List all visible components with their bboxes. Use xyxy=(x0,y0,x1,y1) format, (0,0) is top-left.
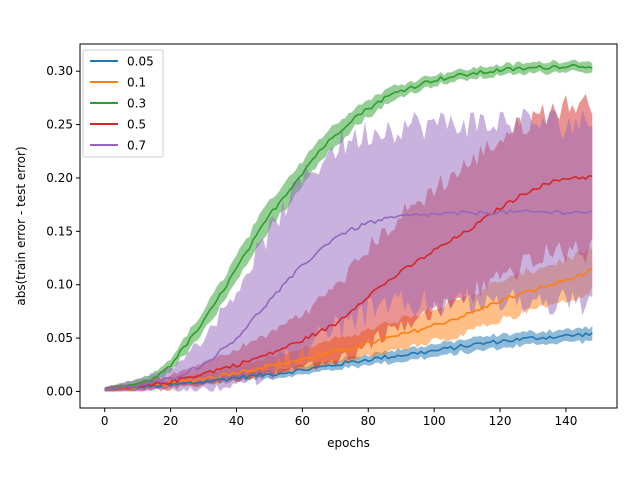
x-tick-label: 60 xyxy=(295,414,310,428)
y-tick-label: 0.15 xyxy=(46,224,73,238)
series-lines xyxy=(104,64,593,391)
line-series-0.7 xyxy=(104,209,593,391)
x-tick-label: 120 xyxy=(489,414,512,428)
line-series-0.5 xyxy=(104,174,593,391)
x-tick-label: 80 xyxy=(361,414,376,428)
band-series-0.3 xyxy=(104,59,593,392)
y-axis-ticks: 0.00 0.05 0.10 0.15 0.20 0.25 0.30 xyxy=(46,64,80,398)
band-series-0.7 xyxy=(104,108,593,392)
plot-area xyxy=(104,59,593,392)
y-axis-label: abs(train error - test error) xyxy=(14,146,28,305)
y-tick-label: 0.20 xyxy=(46,171,73,185)
x-tick-label: 20 xyxy=(163,414,178,428)
legend-label-0.3: 0.3 xyxy=(127,97,146,111)
x-tick-label: 0 xyxy=(101,414,109,428)
line-series-0.05 xyxy=(104,332,593,391)
line-series-0.1 xyxy=(104,268,593,391)
x-tick-label: 140 xyxy=(554,414,577,428)
x-tick-label: 100 xyxy=(423,414,446,428)
x-axis-ticks: 0 20 40 60 80 100 120 140 xyxy=(101,408,577,428)
legend-label-0.5: 0.5 xyxy=(127,118,146,132)
x-axis-label: epochs xyxy=(327,436,370,450)
x-tick-label: 40 xyxy=(229,414,244,428)
legend-label-0.05: 0.05 xyxy=(127,55,154,69)
axes-frame xyxy=(79,43,618,409)
y-tick-label: 0.30 xyxy=(46,64,73,78)
y-tick-label: 0.25 xyxy=(46,118,73,132)
legend-box xyxy=(82,49,164,158)
y-tick-label: 0.10 xyxy=(46,278,73,292)
legend-label-0.7: 0.7 xyxy=(127,139,146,153)
legend-label-0.1: 0.1 xyxy=(127,76,146,90)
y-tick-label: 0.05 xyxy=(46,331,73,345)
y-tick-label: 0.00 xyxy=(46,384,73,398)
line-series-0.3 xyxy=(104,64,593,391)
legend: 0.05 0.1 0.3 0.5 0.7 xyxy=(82,49,164,158)
